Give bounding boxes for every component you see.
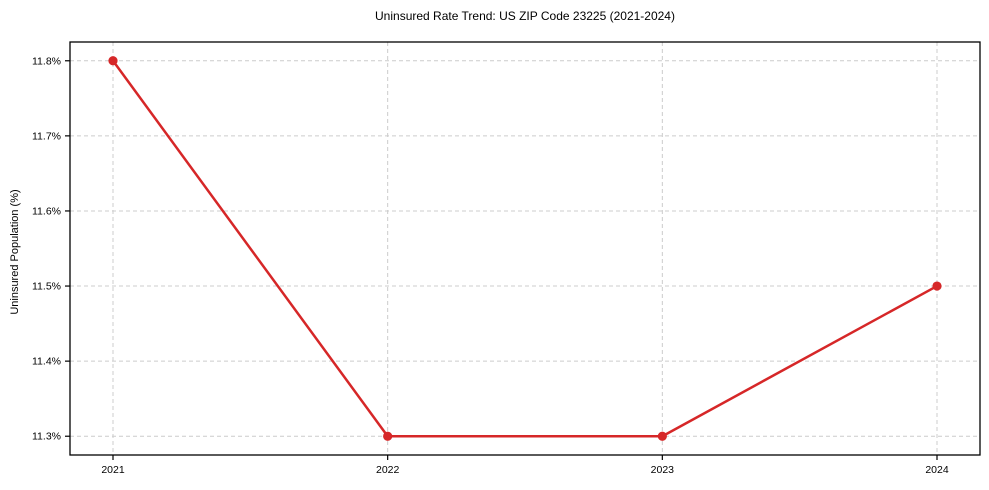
plot-frame [69, 41, 981, 456]
y-tick-label: 11.3% [32, 431, 61, 443]
chart-title: Uninsured Rate Trend: US ZIP Code 23225 … [375, 9, 675, 23]
x-tick-label: 2021 [101, 464, 125, 476]
x-tick-label: 2023 [651, 464, 675, 476]
data-line [111, 59, 939, 438]
data-point-marker [383, 431, 393, 441]
x-tick-label: 2022 [376, 464, 400, 476]
y-tick-label: 11.7% [32, 130, 61, 142]
y-tick-label: 11.4% [32, 356, 61, 368]
y-tick-label: 11.8% [32, 55, 61, 67]
data-point-marker [108, 56, 118, 66]
x-tick-label: 2024 [925, 464, 949, 476]
data-point-marker [932, 281, 942, 291]
data-point-marker [657, 431, 667, 441]
y-tick-label: 11.5% [32, 281, 61, 293]
y-tick-label: 11.6% [32, 205, 61, 217]
